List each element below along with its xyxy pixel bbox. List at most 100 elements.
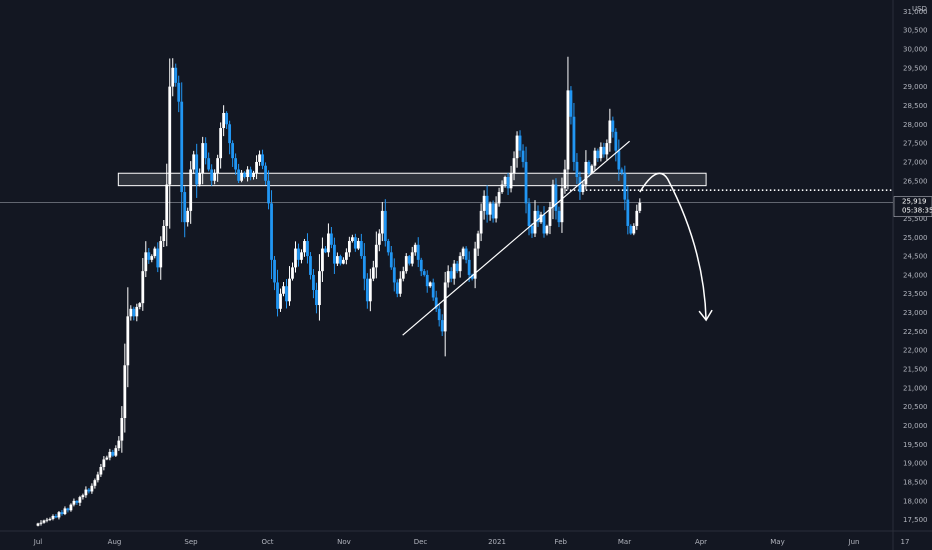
candle-body	[57, 512, 61, 518]
time-tick-label: Jul	[33, 538, 43, 546]
candle-body	[165, 184, 169, 226]
candle-body	[584, 161, 588, 185]
candle-body	[162, 225, 166, 242]
price-tick-label: 30,500	[903, 27, 928, 35]
candle-body	[527, 203, 531, 226]
candle-body	[72, 500, 76, 505]
candle-body	[392, 267, 396, 283]
candle-body	[338, 256, 342, 264]
candle-body	[497, 192, 501, 204]
candle-body	[566, 90, 570, 170]
candle-body	[186, 210, 190, 223]
candle-body	[614, 131, 618, 151]
candle-body	[581, 184, 585, 193]
candle-body	[306, 241, 309, 257]
candle-body	[482, 195, 486, 211]
candle-body	[243, 173, 246, 177]
candle-body	[620, 169, 624, 174]
candle-body	[45, 519, 49, 521]
candle-body	[66, 508, 70, 511]
candle-body	[473, 248, 477, 279]
candle-body	[446, 271, 450, 283]
candle-body	[617, 150, 621, 170]
candle-body	[593, 150, 597, 166]
candle-body	[344, 252, 348, 260]
candle-body	[578, 177, 582, 193]
candle-body	[231, 143, 235, 159]
candle-body	[54, 515, 58, 518]
candle-body	[587, 161, 591, 174]
candle-body	[132, 308, 136, 317]
candle-body	[449, 271, 453, 279]
time-tick-label: Jun	[848, 538, 860, 546]
candle-body	[503, 177, 507, 185]
candle-body	[356, 241, 360, 249]
candle-body	[464, 248, 468, 260]
candle-body	[539, 214, 543, 223]
candle-body	[204, 143, 208, 159]
candle-body	[51, 515, 55, 519]
candle-body	[39, 522, 43, 524]
candle-body	[240, 173, 243, 181]
candle-body	[78, 497, 82, 503]
candle-body	[386, 241, 390, 253]
candle-body	[479, 210, 483, 234]
candle-body	[201, 143, 205, 174]
candle-body	[252, 173, 255, 177]
candle-body	[494, 203, 498, 219]
price-tick-label: 28,500	[903, 102, 928, 110]
candle-body	[300, 252, 303, 260]
price-tick-label: 18,000	[903, 497, 928, 505]
price-tick-label: 22,500	[903, 328, 928, 336]
candle-body	[87, 489, 91, 492]
last-price-value: 25,919	[902, 198, 927, 206]
candle-body	[569, 90, 573, 117]
candle-body	[60, 512, 64, 515]
candle-body	[407, 256, 411, 264]
candle-body	[159, 241, 163, 268]
candle-body	[312, 274, 315, 290]
candle-body	[506, 177, 510, 189]
candle-body	[491, 203, 495, 219]
time-tick-label: Dec	[414, 538, 428, 546]
time-tick-label: Nov	[337, 538, 351, 546]
candle-body	[629, 225, 633, 234]
candle-body	[210, 169, 214, 181]
candle-body	[123, 365, 127, 419]
candle-body	[623, 173, 627, 200]
candle-body	[365, 278, 369, 302]
candle-body	[90, 485, 94, 492]
candle-body	[512, 158, 516, 174]
candle-body	[321, 248, 324, 272]
forecast-arrow-path	[639, 172, 707, 321]
candle-body	[237, 169, 240, 181]
price-tick-label: 29,000	[903, 83, 928, 91]
candle-body	[99, 466, 103, 475]
candle-body	[455, 263, 459, 272]
candle-body	[590, 165, 594, 174]
candle-body	[183, 192, 187, 223]
candle-body	[542, 214, 546, 234]
bar-countdown: 05:38:35	[902, 207, 932, 215]
candle-body	[551, 184, 555, 208]
last-price-tag: 25,919 05:38:35	[893, 196, 932, 217]
candle-body	[48, 518, 52, 520]
candle-body	[174, 67, 178, 83]
candle-body	[150, 256, 154, 260]
candle-body	[294, 248, 297, 268]
time-tick-label: Feb	[555, 538, 568, 546]
candle-body	[401, 271, 405, 279]
candle-body	[563, 169, 567, 189]
candle-body	[213, 173, 217, 181]
candle-body	[297, 248, 300, 260]
candle-body	[96, 474, 100, 481]
candle-body	[443, 282, 447, 332]
candle-body	[168, 86, 172, 185]
candle-body	[395, 282, 399, 294]
candle-body	[374, 244, 378, 268]
candle-body	[536, 210, 540, 223]
time-tick-label: Aug	[108, 538, 122, 546]
time-tick-label: 17	[901, 538, 910, 546]
candle-body	[635, 210, 639, 226]
